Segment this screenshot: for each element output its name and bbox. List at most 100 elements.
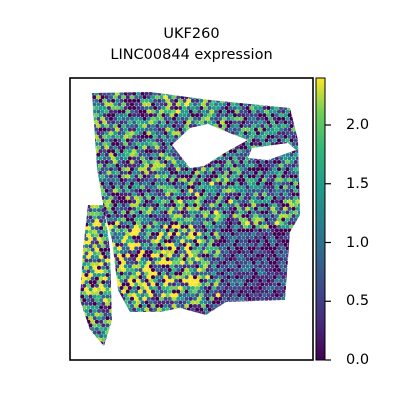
expression-spot <box>264 267 269 273</box>
expression-spot <box>241 293 246 298</box>
expression-spot <box>220 228 225 233</box>
expression-spot <box>163 289 168 294</box>
expression-spot <box>132 213 137 219</box>
expression-spot <box>291 213 296 219</box>
expression-spot <box>218 282 223 287</box>
expression-spot <box>239 210 244 215</box>
expression-spot <box>268 296 273 301</box>
expression-spot <box>184 174 189 179</box>
expression-spot <box>266 314 271 315</box>
expression-spot <box>129 260 135 265</box>
expression-spot <box>297 181 300 186</box>
expression-spot <box>253 206 258 211</box>
expression-spot <box>247 224 252 229</box>
expression-spot <box>180 181 185 186</box>
expression-spot <box>237 192 242 197</box>
expression-spot <box>239 231 244 237</box>
expression-spot <box>96 287 102 292</box>
expression-spot <box>243 167 248 172</box>
expression-spot <box>142 95 147 100</box>
expression-spot <box>142 311 147 315</box>
expression-spot <box>276 167 282 172</box>
expression-spot <box>283 185 288 190</box>
expression-spot <box>243 188 248 193</box>
expression-spot <box>276 131 282 136</box>
expression-spot <box>169 278 174 283</box>
expression-spot <box>281 131 286 136</box>
expression-spot <box>258 113 263 118</box>
expression-spot <box>121 174 126 179</box>
expression-spot <box>283 213 288 219</box>
expression-spot <box>274 264 279 269</box>
expression-spot <box>207 242 212 247</box>
expression-spot <box>293 275 298 280</box>
expression-spot <box>163 203 168 208</box>
expression-spot <box>125 203 130 208</box>
expression-spot <box>101 272 106 278</box>
expression-spot <box>88 272 93 278</box>
expression-spot <box>119 314 124 315</box>
expression-spot <box>268 174 273 179</box>
expression-spot <box>195 120 200 125</box>
expression-spot <box>171 109 177 114</box>
expression-spot <box>258 177 263 183</box>
expression-spot <box>159 174 164 179</box>
expression-spot <box>293 296 298 301</box>
expression-spot <box>272 289 277 294</box>
expression-spot <box>134 167 139 172</box>
expression-spot <box>211 228 216 233</box>
expression-spot <box>253 278 258 283</box>
expression-spot <box>80 316 81 321</box>
expression-spot <box>258 221 263 226</box>
expression-spot <box>113 152 118 157</box>
expression-spot <box>272 102 277 107</box>
expression-spot <box>239 289 244 294</box>
expression-spot <box>222 159 227 165</box>
expression-spot <box>132 113 137 118</box>
expression-spot <box>274 228 279 233</box>
expression-spot <box>255 296 261 301</box>
spot-layer-main <box>92 92 300 315</box>
expression-spot <box>125 116 130 121</box>
expression-spot <box>184 123 189 129</box>
expression-spot <box>197 174 202 179</box>
expression-spot <box>90 319 95 324</box>
expression-spot <box>123 300 128 305</box>
expression-spot <box>295 257 300 262</box>
expression-spot <box>111 228 116 233</box>
expression-spot <box>115 271 120 276</box>
expression-spot <box>220 264 225 269</box>
expression-spot <box>241 314 246 315</box>
expression-spot <box>243 296 248 301</box>
expression-spot <box>171 275 177 280</box>
expression-spot <box>211 170 216 175</box>
expression-spot <box>293 131 298 136</box>
expression-spot <box>197 239 202 244</box>
expression-spot <box>297 296 300 301</box>
expression-spot <box>287 300 292 305</box>
expression-spot <box>222 282 227 287</box>
expression-spot <box>279 206 284 211</box>
expression-spot <box>121 167 126 172</box>
expression-spot <box>159 231 164 237</box>
expression-spot <box>287 134 292 139</box>
expression-spot <box>249 199 254 204</box>
expression-spot <box>96 92 101 93</box>
expression-spot <box>176 253 181 258</box>
expression-spot <box>119 141 124 147</box>
expression-spot <box>108 152 114 157</box>
expression-spot <box>129 289 135 294</box>
expression-spot <box>90 218 95 224</box>
expression-spot <box>80 251 81 256</box>
expression-spot <box>144 127 149 132</box>
expression-spot <box>111 293 116 298</box>
expression-spot <box>241 278 246 283</box>
expression-spot <box>105 287 110 292</box>
colorbar-ticks <box>325 124 331 361</box>
expression-spot <box>115 192 120 197</box>
expression-spot <box>109 280 112 285</box>
expression-spot <box>174 98 179 103</box>
expression-spot <box>96 188 101 193</box>
expression-spot <box>249 213 254 219</box>
expression-spot <box>199 228 204 233</box>
